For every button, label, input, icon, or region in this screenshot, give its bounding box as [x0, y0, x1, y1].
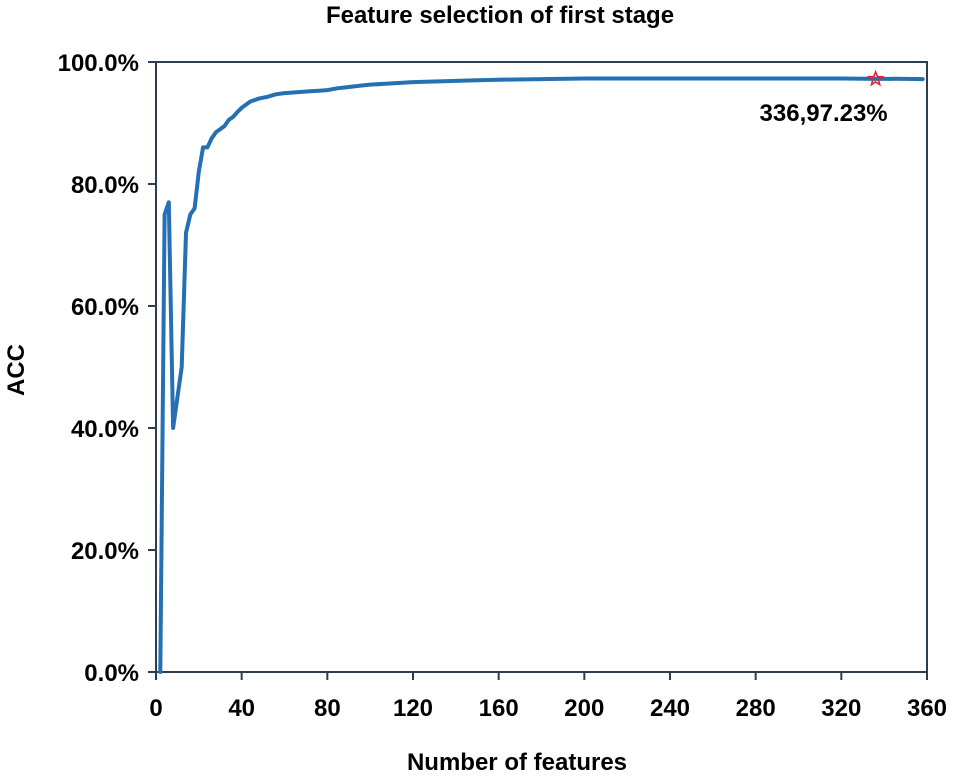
x-tick-label: 360	[907, 695, 947, 722]
plot-area	[155, 61, 928, 673]
y-axis-title: ACC	[3, 344, 30, 396]
x-tick-label: 320	[821, 695, 861, 722]
y-axis: 0.0% 20.0% 40.0% 60.0% 80.0% 100.0%	[58, 50, 156, 687]
y-tick-label: 100.0%	[58, 50, 139, 77]
y-tick-label: 60.0%	[71, 294, 139, 321]
y-tick-label: 80.0%	[71, 172, 139, 199]
x-tick-label: 240	[650, 695, 690, 722]
x-tick-label: 200	[564, 695, 604, 722]
best-point-star-marker	[866, 69, 885, 87]
y-tick-label: 0.0%	[84, 660, 139, 687]
y-tick-label: 20.0%	[71, 538, 139, 565]
x-tick-label: 160	[479, 695, 519, 722]
x-tick-label: 280	[736, 695, 776, 722]
chart-title: Feature selection of first stage	[326, 2, 674, 29]
y-tick-label: 40.0%	[71, 416, 139, 443]
x-tick-label: 40	[228, 695, 255, 722]
x-axis: 0 40 80 120 160 200 240 280 320 360	[149, 672, 947, 722]
x-tick-label: 0	[149, 695, 162, 722]
best-point-label: 336,97.23%	[760, 100, 888, 127]
x-tick-label: 120	[393, 695, 433, 722]
x-tick-label: 80	[314, 695, 341, 722]
accuracy-line	[158, 76, 925, 674]
x-axis-title: Number of features	[407, 749, 627, 776]
